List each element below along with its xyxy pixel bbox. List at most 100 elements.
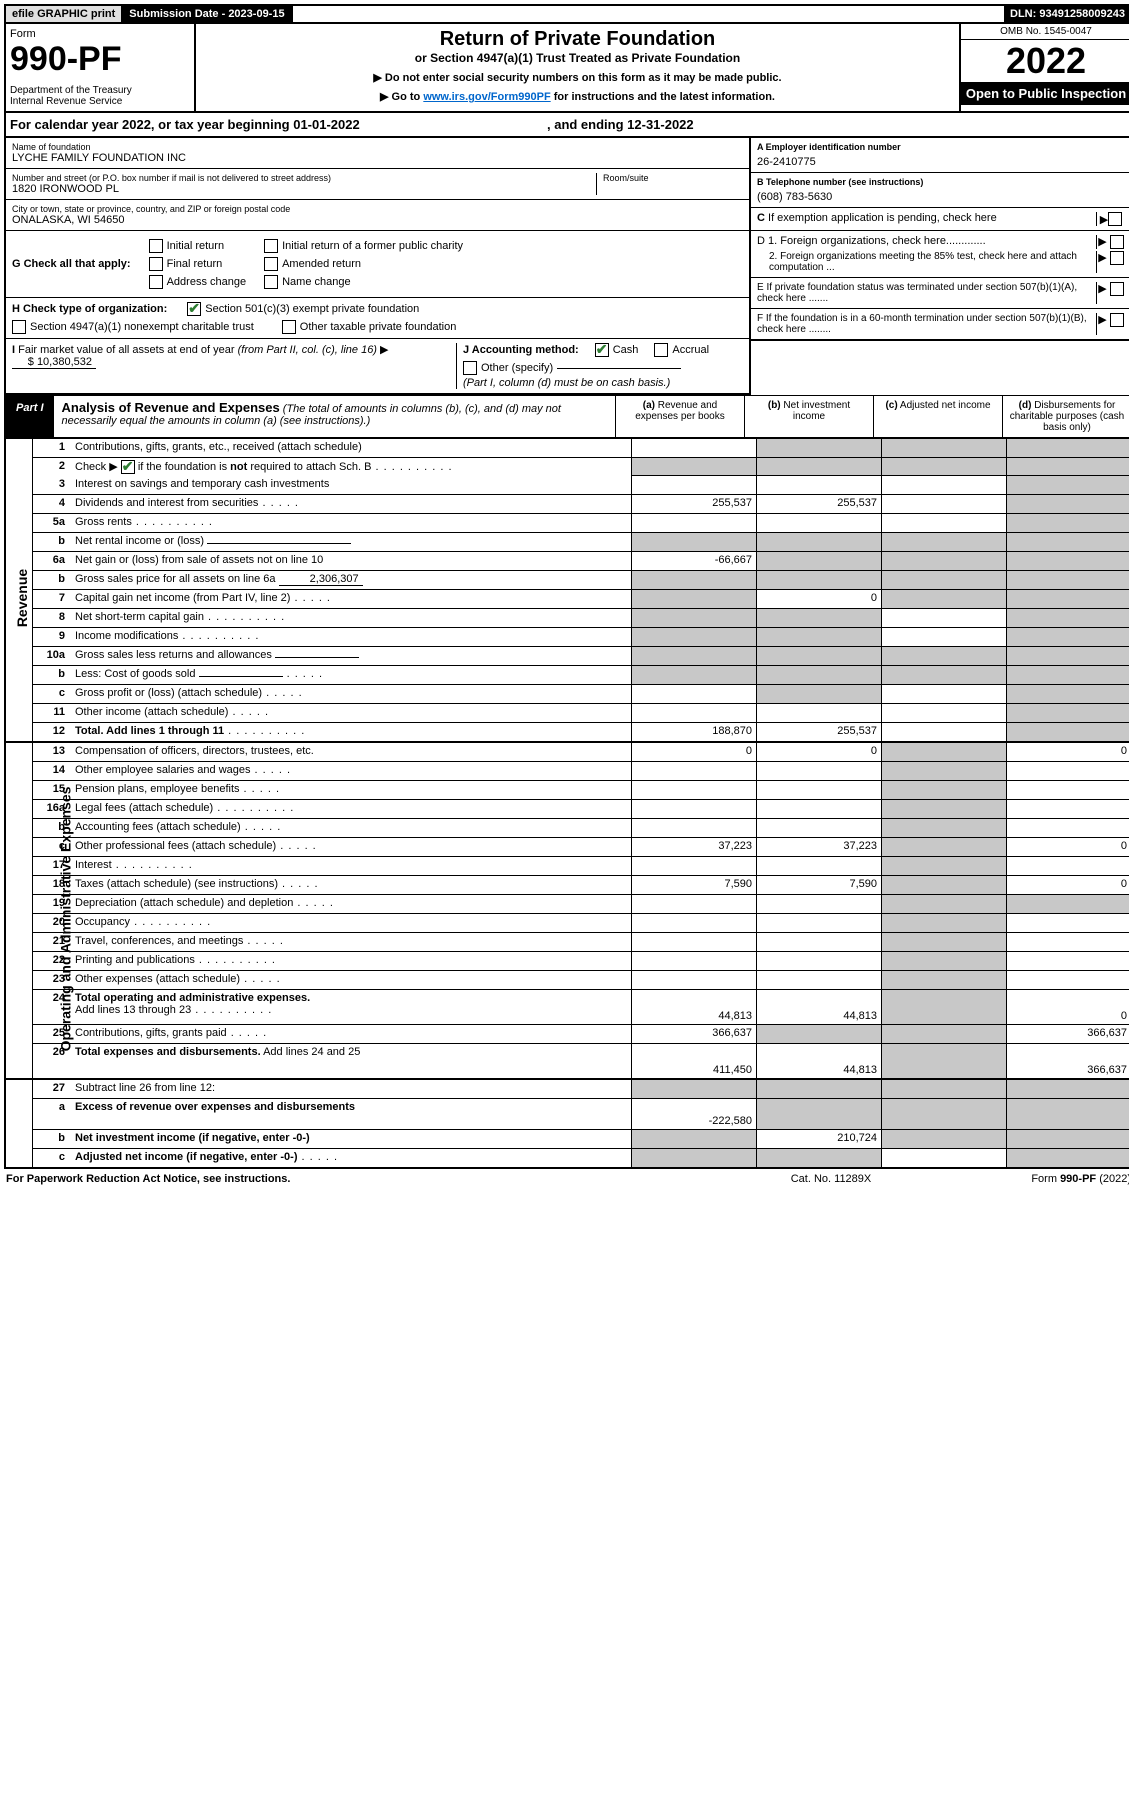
line-21: Travel, conferences, and meetings	[71, 933, 631, 951]
line-24: Total operating and administrative expen…	[71, 990, 631, 1024]
line-8: Net short-term capital gain	[71, 609, 631, 627]
city-label: City or town, state or province, country…	[12, 204, 743, 214]
omb-number: OMB No. 1545-0047	[961, 24, 1129, 40]
ein-label: A Employer identification number	[757, 142, 1125, 152]
cash-checkbox[interactable]	[595, 343, 609, 357]
d1-checkbox[interactable]	[1110, 235, 1124, 249]
line-10a: Gross sales less returns and allowances	[71, 647, 631, 665]
tax-year: 2022	[961, 40, 1129, 82]
line-22: Printing and publications	[71, 952, 631, 970]
line-27b: Net investment income (if negative, ente…	[71, 1130, 631, 1148]
initial-return-checkbox[interactable]	[149, 239, 163, 253]
irs-link[interactable]: www.irs.gov/Form990PF	[423, 91, 550, 103]
line-26: Total expenses and disbursements. Add li…	[71, 1044, 631, 1078]
form-header: Form 990-PF Department of the Treasury I…	[4, 24, 1129, 113]
line-27c: Adjusted net income (if negative, enter …	[71, 1149, 631, 1167]
e-label: E If private foundation status was termi…	[757, 282, 1096, 304]
line-20: Occupancy	[71, 914, 631, 932]
line-4: Dividends and interest from securities	[71, 495, 631, 513]
e-checkbox[interactable]	[1110, 282, 1124, 296]
501c3-checkbox[interactable]	[187, 302, 201, 316]
line-16b: Accounting fees (attach schedule)	[71, 819, 631, 837]
part1-header: Part I Analysis of Revenue and Expenses …	[4, 395, 1129, 439]
address-label: Number and street (or P.O. box number if…	[12, 173, 596, 183]
part1-title: Analysis of Revenue and Expenses	[62, 400, 280, 415]
form-label: Form	[10, 28, 190, 40]
street-address: 1820 IRONWOOD PL	[12, 183, 596, 195]
name-change-checkbox[interactable]	[264, 275, 278, 289]
expenses-side-label: Operating and Administrative Expenses	[58, 786, 74, 1051]
form-title: Return of Private Foundation	[206, 28, 949, 51]
ssn-warning: ▶ Do not enter social security numbers o…	[206, 71, 949, 84]
g-label: G Check all that apply:	[12, 258, 131, 270]
col-b-header: (b) Net investment income	[744, 396, 873, 437]
f-label: F If the foundation is in a 60-month ter…	[757, 313, 1096, 335]
top-bar: efile GRAPHIC print Submission Date - 20…	[4, 4, 1129, 24]
line-17: Interest	[71, 857, 631, 875]
line-16c: Other professional fees (attach schedule…	[71, 838, 631, 856]
line-1: Contributions, gifts, grants, etc., rece…	[71, 439, 631, 457]
line-23: Other expenses (attach schedule)	[71, 971, 631, 989]
line-3: Interest on savings and temporary cash i…	[71, 476, 631, 494]
expenses-table: Operating and Administrative Expenses 13…	[4, 743, 1129, 1080]
line-16a: Legal fees (attach schedule)	[71, 800, 631, 818]
c-checkbox[interactable]	[1108, 212, 1122, 226]
line-5b: Net rental income or (loss)	[71, 533, 631, 551]
form-ref: Form 990-PF (2022)	[931, 1173, 1129, 1185]
foundation-name: LYCHE FAMILY FOUNDATION INC	[12, 152, 743, 164]
line-2: Check ▶ if the foundation is not require…	[71, 458, 631, 476]
j-note: (Part I, column (d) must be on cash basi…	[463, 377, 743, 389]
efile-print-button[interactable]: efile GRAPHIC print	[6, 6, 123, 22]
dln: DLN: 93491258009243	[1004, 6, 1129, 22]
4947a1-checkbox[interactable]	[12, 320, 26, 334]
instructions-note: ▶ Go to www.irs.gov/Form990PF for instru…	[206, 90, 949, 103]
line-27a: Excess of revenue over expenses and disb…	[71, 1099, 631, 1129]
line-12: Total. Add lines 1 through 11	[71, 723, 631, 741]
line-10c: Gross profit or (loss) (attach schedule)	[71, 685, 631, 703]
schb-checkbox[interactable]	[121, 460, 135, 474]
i-label: I Fair market value of all assets at end…	[12, 344, 389, 356]
address-change-checkbox[interactable]	[149, 275, 163, 289]
h-label: H Check type of organization:	[12, 303, 167, 315]
c-label: C If exemption application is pending, c…	[757, 212, 1096, 226]
line-10b: Less: Cost of goods sold	[71, 666, 631, 684]
open-public-badge: Open to Public Inspection	[961, 82, 1129, 105]
line-5a: Gross rents	[71, 514, 631, 532]
revenue-table: Revenue 1Contributions, gifts, grants, e…	[4, 439, 1129, 743]
f-checkbox[interactable]	[1110, 313, 1124, 327]
line-18: Taxes (attach schedule) (see instruction…	[71, 876, 631, 894]
line-15: Pension plans, employee benefits	[71, 781, 631, 799]
ein-value: 26-2410775	[757, 156, 1125, 168]
line-27: Subtract line 26 from line 12:	[71, 1080, 631, 1098]
line-9: Income modifications	[71, 628, 631, 646]
other-taxable-checkbox[interactable]	[282, 320, 296, 334]
tel-value: (608) 783-5630	[757, 191, 1125, 203]
cat-number: Cat. No. 11289X	[731, 1173, 931, 1185]
room-label: Room/suite	[603, 173, 743, 183]
line-7: Capital gain net income (from Part IV, l…	[71, 590, 631, 608]
other-method-checkbox[interactable]	[463, 361, 477, 375]
d2-checkbox[interactable]	[1110, 251, 1124, 265]
fmv-value: $ 10,380,532	[12, 356, 96, 369]
accrual-checkbox[interactable]	[654, 343, 668, 357]
line-14: Other employee salaries and wages	[71, 762, 631, 780]
name-label: Name of foundation	[12, 142, 743, 152]
final-return-checkbox[interactable]	[149, 257, 163, 271]
amended-return-checkbox[interactable]	[264, 257, 278, 271]
dept-treasury: Department of the Treasury Internal Reve…	[10, 85, 190, 107]
form-subtitle: or Section 4947(a)(1) Trust Treated as P…	[206, 51, 949, 65]
line-6a: Net gain or (loss) from sale of assets n…	[71, 552, 631, 570]
line-25: Contributions, gifts, grants paid	[71, 1025, 631, 1043]
line27-table: 27Subtract line 26 from line 12: aExcess…	[4, 1080, 1129, 1169]
initial-former-checkbox[interactable]	[264, 239, 278, 253]
col-d-header: (d) Disbursements for charitable purpose…	[1002, 396, 1129, 437]
pra-notice: For Paperwork Reduction Act Notice, see …	[6, 1173, 731, 1185]
line-13: Compensation of officers, directors, tru…	[71, 743, 631, 761]
form-number: 990-PF	[10, 40, 190, 79]
line-19: Depreciation (attach schedule) and deple…	[71, 895, 631, 913]
submission-date: Submission Date - 2023-09-15	[123, 6, 292, 22]
calendar-year-row: For calendar year 2022, or tax year begi…	[4, 113, 1129, 138]
col-a-header: (a) Revenue and expenses per books	[615, 396, 744, 437]
d1-label: D 1. Foreign organizations, check here..…	[757, 235, 1096, 249]
city-state-zip: ONALASKA, WI 54650	[12, 214, 743, 226]
